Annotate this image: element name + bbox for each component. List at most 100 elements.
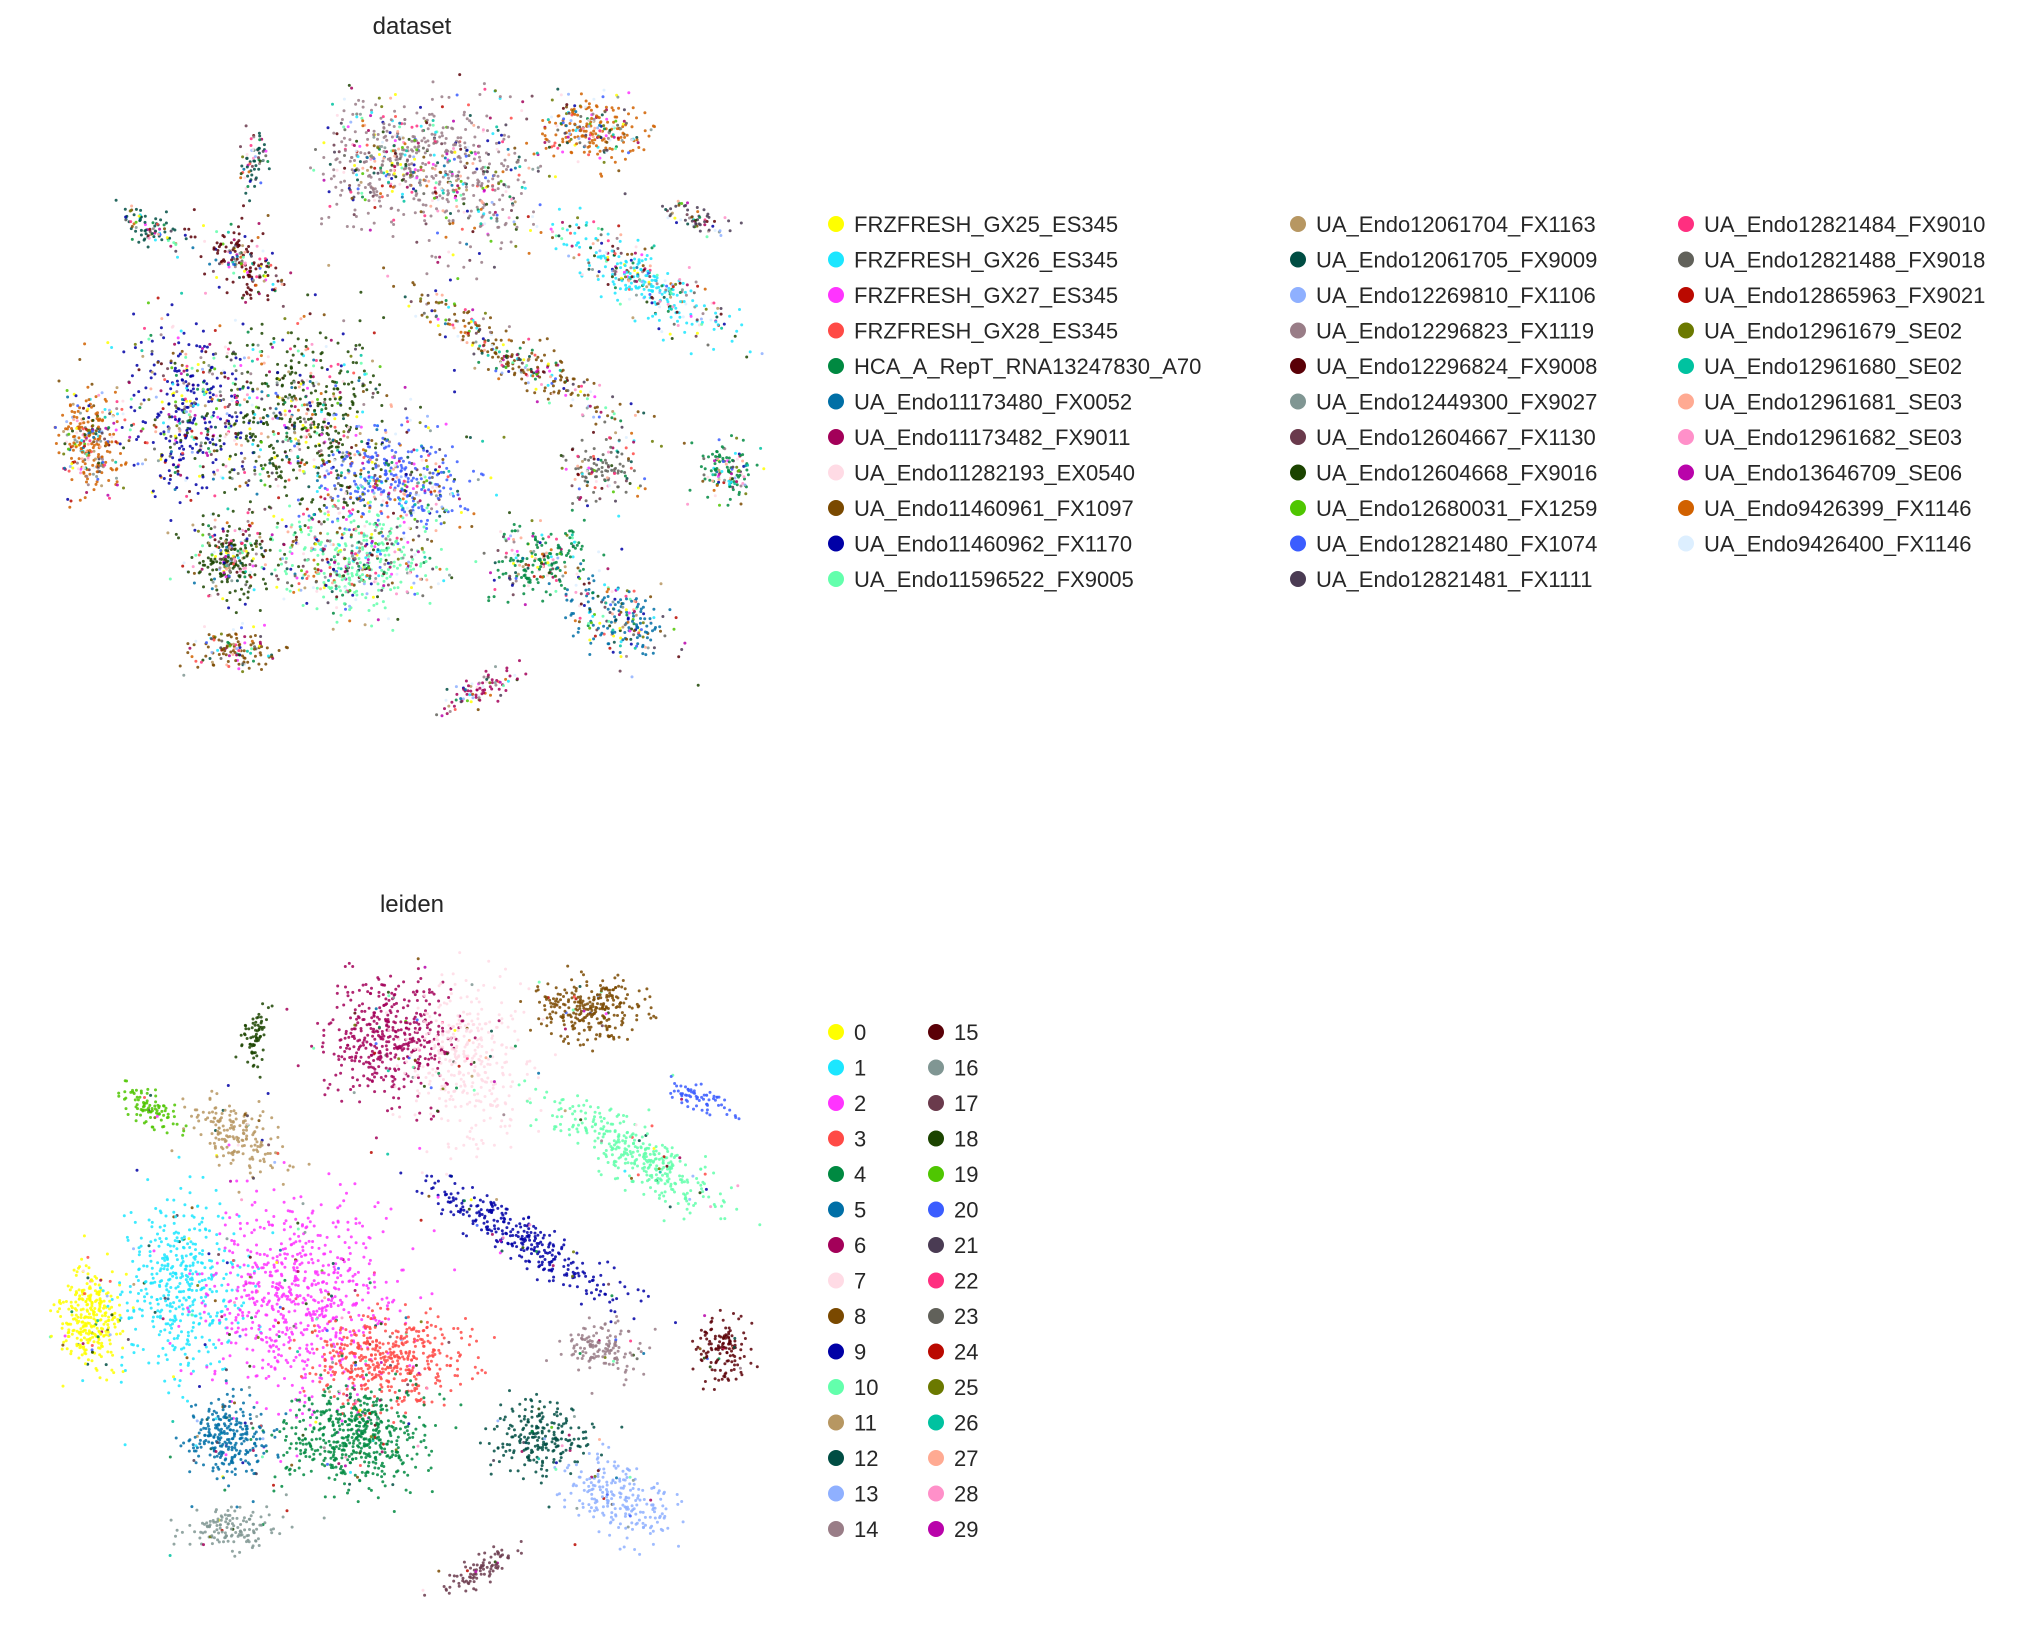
point-ua-endo9426399-fx1146 (114, 468, 118, 472)
point-ua-endo12821481-fx1111 (536, 169, 540, 173)
point-ua-endo12061705-fx9009 (516, 559, 520, 563)
point-ua-endo11596522-fx9005 (342, 531, 346, 535)
point-ua-endo12296823-fx1119 (473, 170, 477, 174)
point-ua-endo9426399-fx1146 (296, 408, 300, 412)
point-ua-endo9426399-fx1146 (615, 127, 619, 131)
point-ua-endo11460961-fx1097 (618, 402, 622, 406)
point-ua-endo12269810-fx1106 (760, 352, 764, 356)
point-ua-endo12296823-fx1119 (381, 159, 385, 163)
point-ua-endo12680031-fx1259 (614, 119, 618, 123)
point-ua-endo12061704-fx1163 (361, 568, 364, 572)
point-ua-endo12296823-fx1119 (357, 183, 361, 187)
point-ua-endo12821480-fx1074 (362, 467, 366, 470)
point-ua-endo12821480-fx1074 (425, 468, 429, 471)
point-ua-endo11173480-fx0052 (635, 266, 639, 269)
point-ua-endo11596522-fx9005 (343, 576, 347, 580)
point-ua-endo12604668-fx9016 (344, 424, 348, 428)
point-ua-endo12961681-se03 (263, 563, 267, 567)
point-ua-endo12296823-fx1119 (351, 112, 355, 116)
point-ua-endo11460962-fx1170 (326, 560, 330, 564)
point-frzfresh-gx26-es345 (639, 268, 643, 272)
point-frzfresh-gx27-es345 (255, 396, 259, 400)
point-frzfresh-gx26-es345 (576, 241, 580, 245)
point-ua-endo11596522-fx9005 (401, 516, 405, 520)
point-ua-endo12961682-se03 (510, 197, 513, 201)
point-ua-endo12821488-fx9018 (617, 278, 621, 282)
point-ua-endo11173482-fx9011 (257, 222, 261, 225)
point-ua-endo12604668-fx9016 (350, 400, 354, 404)
point-ua-endo11173482-fx9011 (397, 459, 401, 463)
point-ua-endo11596522-fx9005 (525, 364, 529, 367)
point-ua-endo11460962-fx1170 (208, 441, 212, 444)
point-frzfresh-gx28-es345 (296, 322, 300, 325)
point-ua-endo11282193-ex0540 (203, 239, 207, 243)
point-ua-endo12604668-fx9016 (186, 570, 190, 574)
point-hca-a-rept-rna13247830-a70 (550, 563, 554, 567)
point-hca-a-rept-rna13247830-a70 (575, 543, 579, 547)
point-frzfresh-gx27-es345 (344, 518, 348, 521)
point-ua-endo11596522-fx9005 (379, 557, 383, 561)
point-hca-a-rept-rna13247830-a70 (544, 590, 548, 594)
point-ua-endo12604667-fx1130 (481, 170, 485, 173)
point-ua-endo12449300-fx9027 (286, 396, 290, 400)
point-ua-endo12296823-fx1119 (505, 168, 508, 171)
point-ua-endo12680031-fx1259 (388, 469, 392, 473)
point-ua-endo12604668-fx9016 (267, 505, 271, 509)
point-ua-endo11596522-fx9005 (604, 406, 608, 410)
point-ua-endo12296824-fx9008 (241, 533, 245, 536)
point-ua-endo12296823-fx1119 (379, 168, 383, 172)
point-hca-a-rept-rna13247830-a70 (570, 508, 574, 512)
point-ua-endo9426400-fx1146 (332, 459, 336, 462)
point-ua-endo12061705-fx9009 (307, 485, 311, 489)
point-ua-endo12821480-fx1074 (354, 482, 358, 486)
point-ua-endo12821480-fx1074 (439, 470, 443, 474)
point-hca-a-rept-rna13247830-a70 (533, 537, 537, 541)
point-ua-endo12061705-fx9009 (438, 514, 442, 518)
point-ua-endo11460962-fx1170 (238, 387, 242, 391)
point-ua-endo11596522-fx9005 (210, 415, 214, 419)
point-ua-endo9426399-fx1146 (82, 471, 86, 475)
point-ua-endo9426399-fx1146 (472, 512, 476, 516)
point-ua-endo11596522-fx9005 (378, 542, 381, 546)
point-ua-endo12604668-fx9016 (378, 383, 382, 387)
point-ua-endo9426399-fx1146 (104, 441, 108, 445)
point-ua-endo9426400-fx1146 (354, 598, 358, 602)
point-ua-endo11460961-fx1097 (499, 338, 503, 342)
point-ua-endo12604667-fx1130 (322, 441, 326, 445)
point-ua-endo11460962-fx1170 (284, 426, 288, 430)
point-ua-endo12961681-se03 (178, 429, 182, 433)
point-ua-endo11173480-fx0052 (450, 183, 454, 187)
point-ua-endo12961681-se03 (184, 352, 188, 356)
point-ua-endo12821481-fx1111 (613, 272, 617, 276)
point-ua-endo12604668-fx9016 (298, 416, 302, 420)
point-ua-endo12269810-fx1106 (509, 534, 513, 538)
point-frzfresh-gx26-es345 (348, 514, 352, 518)
point-ua-endo12604668-fx9016 (261, 416, 265, 420)
point-ua-endo11460962-fx1170 (284, 524, 288, 528)
point-ua-endo12296823-fx1119 (453, 142, 457, 146)
point-ua-endo12296824-fx9008 (370, 553, 374, 557)
point-ua-endo12821484-fx9010 (199, 431, 203, 435)
point-ua-endo11596522-fx9005 (382, 523, 385, 527)
point-ua-endo11596522-fx9005 (322, 581, 326, 584)
point-ua-endo12604668-fx9016 (380, 404, 384, 407)
point-ua-endo12604668-fx9016 (300, 458, 304, 462)
point-ua-endo12961681-se03 (154, 430, 158, 434)
point-ua-endo12604668-fx9016 (330, 404, 334, 407)
point-ua-endo12296824-fx9008 (237, 225, 240, 229)
point-ua-endo12604668-fx9016 (260, 382, 264, 386)
point-ua-endo12821480-fx1074 (397, 442, 401, 446)
point-ua-endo12061704-fx1163 (431, 166, 434, 170)
point-ua-endo12604667-fx1130 (263, 507, 267, 511)
point-ua-endo11173482-fx9011 (257, 292, 261, 296)
point-frzfresh-gx28-es345 (360, 531, 363, 535)
point-ua-endo12604667-fx1130 (228, 403, 232, 406)
point-frzfresh-gx28-es345 (483, 340, 487, 344)
point-ua-endo12961679-se02 (62, 452, 66, 456)
point-frzfresh-gx26-es345 (619, 261, 623, 265)
point-ua-endo11282193-ex0540 (223, 435, 227, 439)
point-ua-endo12821480-fx1074 (361, 512, 365, 515)
point-ua-endo12604668-fx9016 (326, 433, 330, 437)
point-ua-endo12296823-fx1119 (392, 223, 396, 226)
point-ua-endo12821480-fx1074 (424, 522, 428, 526)
